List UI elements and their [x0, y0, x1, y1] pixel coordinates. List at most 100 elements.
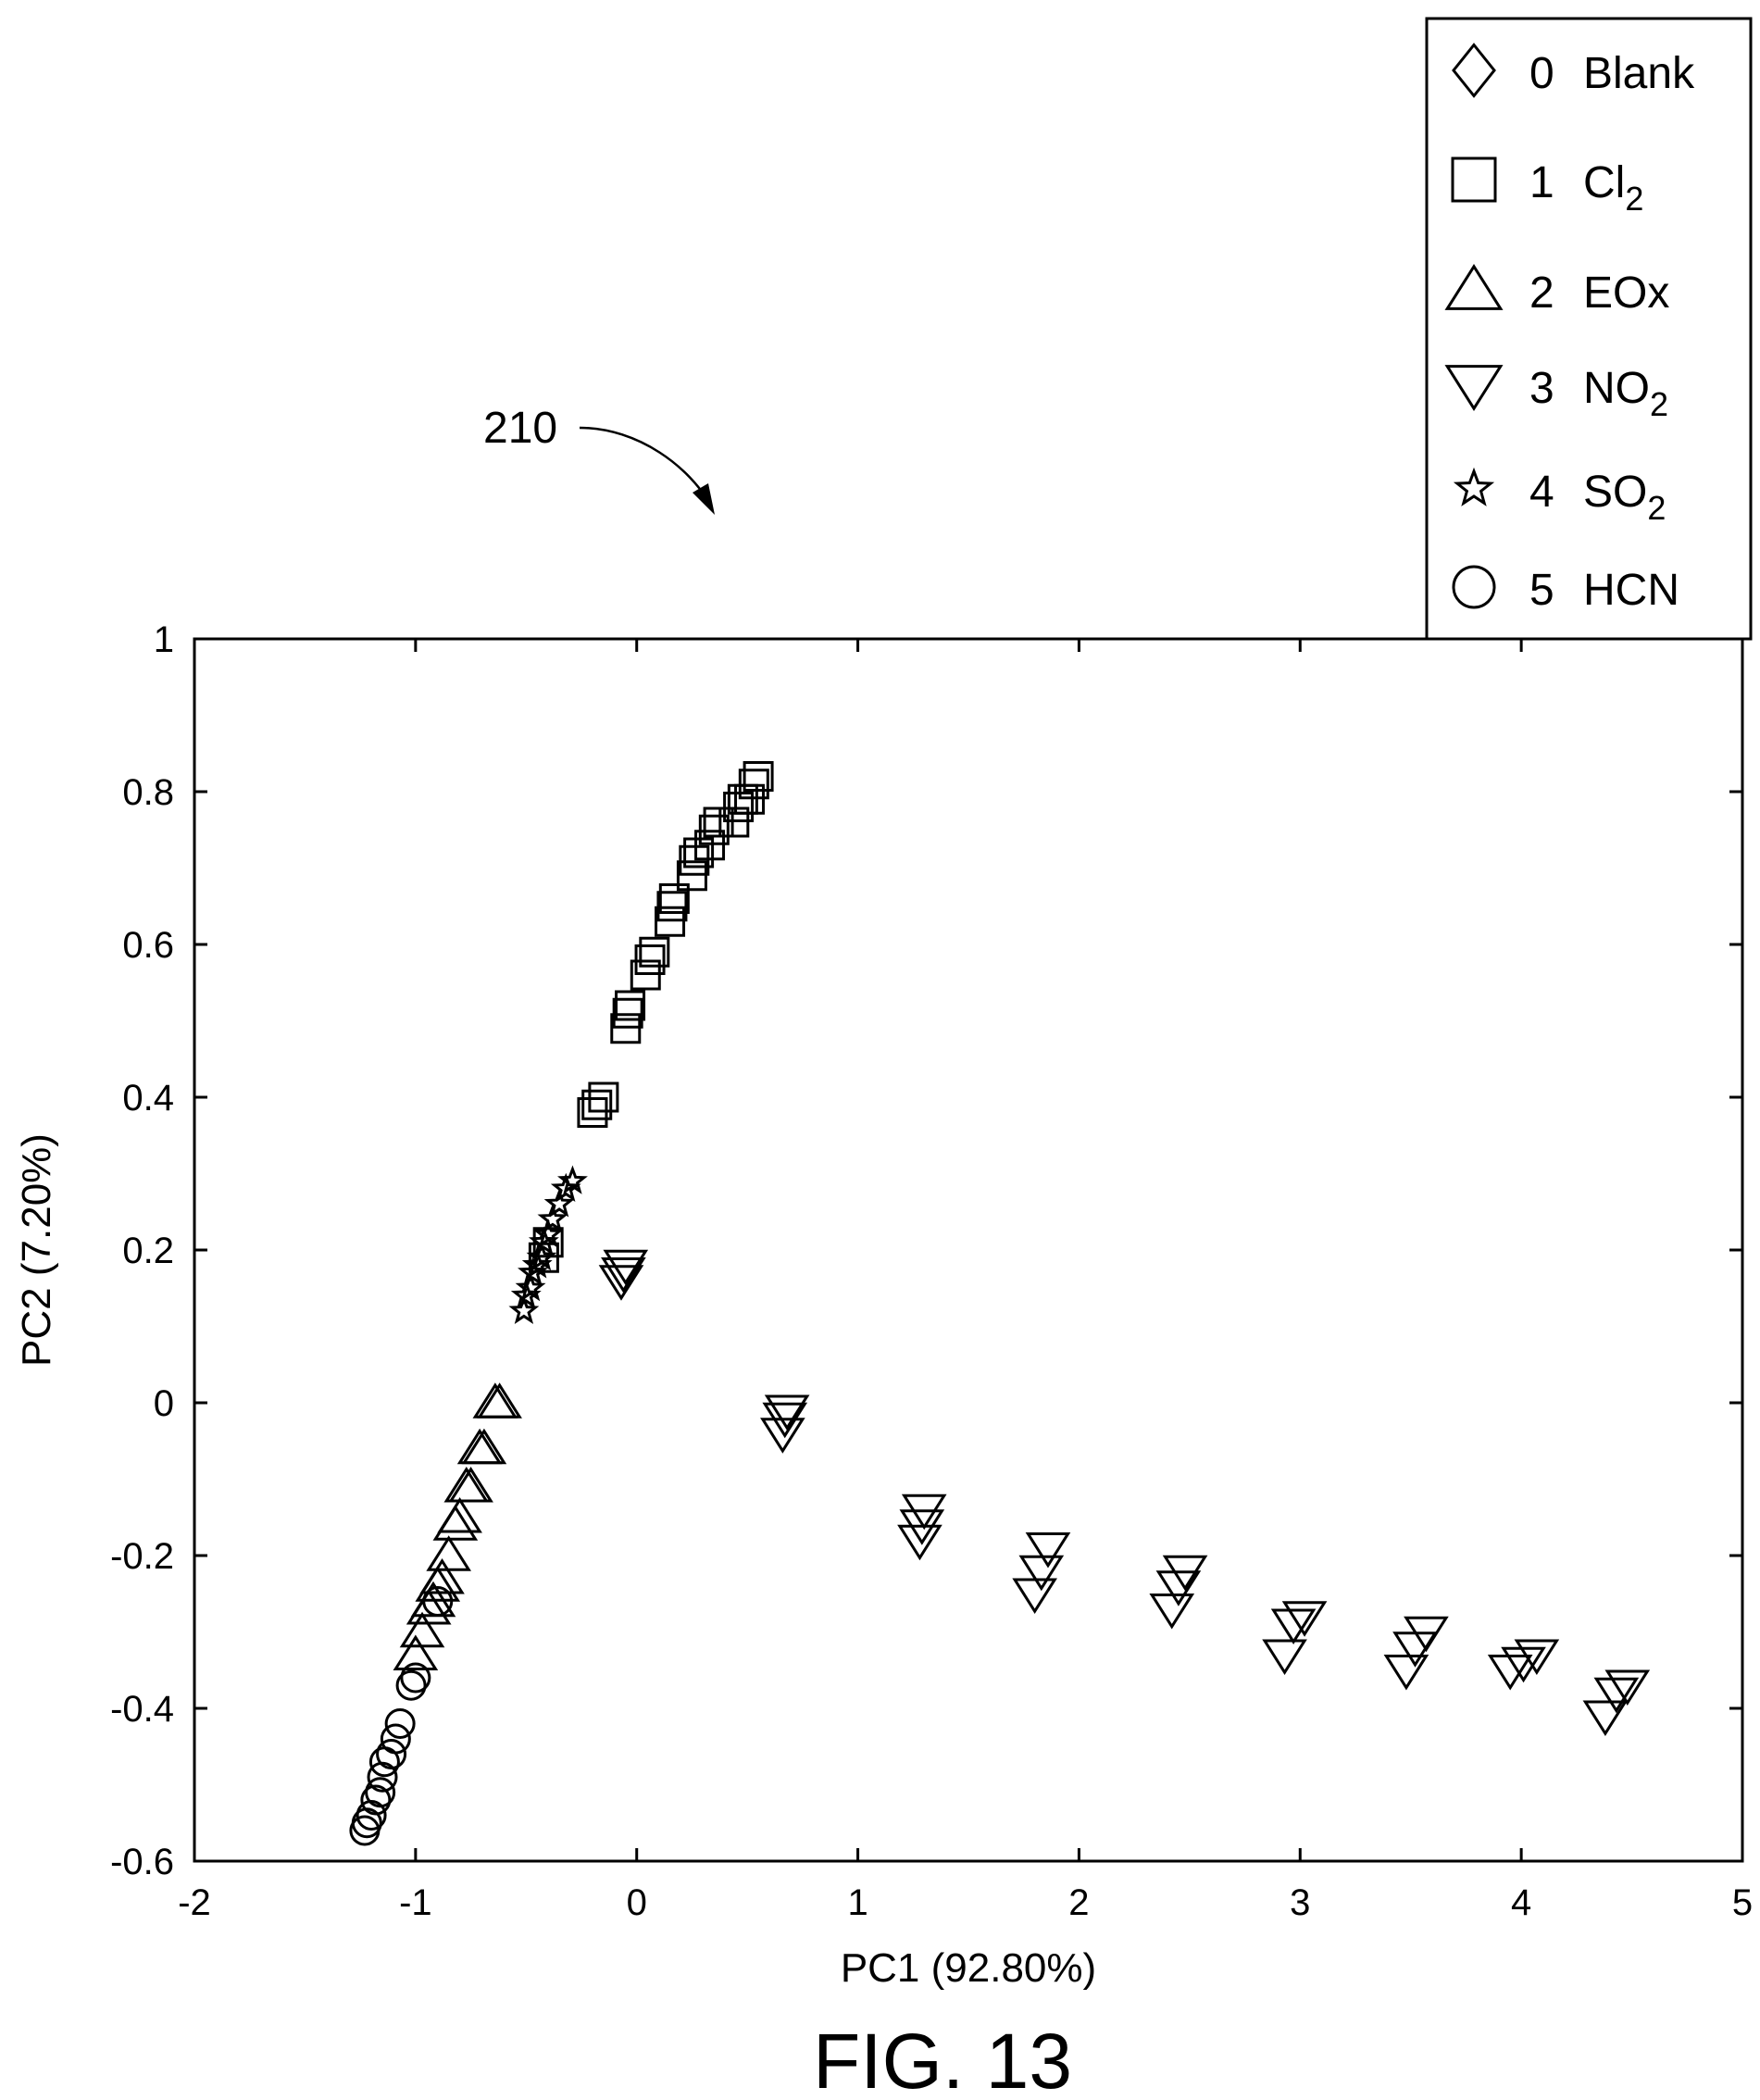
data-point-no2 — [1281, 1601, 1328, 1637]
legend-label: SO2 — [1583, 468, 1666, 527]
y-tick-label: 0 — [154, 1383, 174, 1424]
data-point-cl2 — [615, 990, 646, 1021]
x-tick-label: -2 — [178, 1882, 211, 1923]
data-point-eox — [472, 1382, 518, 1419]
data-point-so2 — [543, 1188, 575, 1218]
legend-number: 1 — [1529, 158, 1554, 207]
legend-item: 1 Cl2 — [1451, 156, 1643, 218]
data-point-cl2 — [639, 936, 670, 968]
data-point-cl2 — [698, 814, 730, 845]
data-point-no2 — [1270, 1608, 1317, 1644]
data-point-no2 — [764, 1394, 810, 1431]
data-points — [349, 761, 1651, 1846]
data-point-no2 — [1155, 1570, 1202, 1606]
data-point-so2 — [510, 1280, 542, 1309]
legend-label: EOx — [1583, 269, 1669, 318]
y-tick-label: 1 — [154, 619, 174, 660]
legend-label-main: SO — [1583, 468, 1647, 517]
reference-numeral: 210 — [483, 404, 557, 453]
legend-label: Blank — [1583, 49, 1695, 98]
data-point-cl2 — [658, 883, 690, 914]
y-tick-label: -0.4 — [110, 1689, 174, 1730]
data-point-eox — [415, 1566, 461, 1602]
legend-marker-diamond — [1452, 43, 1496, 98]
data-point-so2 — [518, 1256, 548, 1286]
legend-number: 0 — [1529, 49, 1554, 98]
legend-label-subscript: 2 — [1647, 489, 1666, 527]
reference-arrow — [579, 426, 713, 506]
data-point-eox — [393, 1634, 439, 1671]
legend-label-main: NO — [1583, 364, 1650, 413]
x-tick-label: 0 — [627, 1882, 647, 1923]
data-point-eox — [426, 1535, 472, 1571]
x-tick-label: 5 — [1732, 1882, 1753, 1923]
data-point-no2 — [1501, 1646, 1546, 1683]
legend-label: HCN — [1583, 566, 1679, 615]
legend-item: 3 NO2 — [1444, 364, 1668, 423]
x-tick-label: 3 — [1290, 1882, 1310, 1923]
data-point-cl2 — [634, 944, 666, 975]
data-point-cl2 — [588, 1081, 619, 1113]
legend-label-main: EOx — [1583, 269, 1669, 318]
legend-label: Cl2 — [1583, 158, 1643, 218]
data-point-hcn — [395, 1669, 427, 1701]
legend-number: 2 — [1529, 269, 1554, 318]
data-point-no2 — [1149, 1593, 1195, 1630]
data-point-hcn — [384, 1708, 416, 1739]
data-point-cl2 — [743, 761, 774, 792]
data-point-no2 — [1383, 1654, 1429, 1691]
axis-tick-labels: -2 -1 0 1 2 3 4 5 -0.6 -0.4 -0.2 0 0.2 0.4 0.6 0.8 1 — [110, 619, 1753, 1923]
data-point-eox — [456, 1428, 503, 1465]
legend-label-main: HCN — [1583, 566, 1679, 615]
y-tick-label: 0.4 — [122, 1078, 174, 1119]
data-point-eox — [399, 1611, 445, 1648]
legend-item: 5 HCN — [1452, 565, 1679, 615]
data-point-eox — [432, 1505, 479, 1541]
data-point-so2 — [526, 1241, 557, 1271]
plot-area — [193, 637, 1744, 1863]
data-point-no2 — [1487, 1654, 1533, 1691]
data-point-hcn — [422, 1586, 454, 1617]
legend-number: 5 — [1529, 566, 1554, 615]
data-point-cl2 — [723, 792, 755, 822]
data-point-eox — [406, 1589, 452, 1625]
data-point-no2 — [1012, 1578, 1057, 1614]
axis-ticks — [193, 637, 1744, 1863]
legend-marker-triangle-up — [1444, 263, 1504, 310]
y-tick-label: 0.2 — [122, 1231, 174, 1271]
data-point-no2 — [1025, 1531, 1071, 1569]
x-axis-label: PC1 (92.80%) — [841, 1945, 1096, 1991]
y-tick-label: -0.6 — [110, 1842, 174, 1882]
x-tick-label: 1 — [847, 1882, 868, 1923]
data-point-no2 — [1018, 1555, 1065, 1592]
figure-caption: FIG. 13 — [813, 2018, 1072, 2100]
data-point-no2 — [1604, 1669, 1651, 1706]
legend-number: 4 — [1529, 468, 1554, 517]
legend-item: 0 Blank — [1452, 43, 1695, 98]
data-point-cl2 — [683, 837, 715, 869]
x-tick-label: 4 — [1511, 1882, 1531, 1923]
legend-marker-star — [1453, 467, 1495, 506]
legend-marker-triangle-down — [1444, 365, 1504, 412]
data-point-hcn — [368, 1746, 400, 1778]
data-point-so2 — [521, 1249, 553, 1279]
y-tick-label: 0.6 — [122, 925, 174, 966]
data-point-no2 — [601, 1256, 646, 1294]
data-point-so2 — [532, 1219, 564, 1248]
y-axis-label: PC2 (7.20%) — [14, 1133, 59, 1367]
data-point-no2 — [897, 1524, 942, 1561]
legend-box — [1425, 17, 1753, 641]
data-point-so2 — [508, 1294, 540, 1324]
data-point-no2 — [1593, 1677, 1640, 1714]
series-hcn — [349, 1586, 454, 1846]
series-eox — [393, 1382, 522, 1671]
x-tick-label: 2 — [1068, 1882, 1089, 1923]
legend-number: 3 — [1529, 364, 1554, 413]
data-point-no2 — [1392, 1631, 1438, 1668]
data-point-hcn — [367, 1761, 398, 1793]
x-tick-label: -1 — [399, 1882, 432, 1923]
data-point-no2 — [1582, 1700, 1629, 1736]
legend-item: 4 SO2 — [1453, 467, 1666, 527]
data-point-cl2 — [656, 891, 688, 922]
